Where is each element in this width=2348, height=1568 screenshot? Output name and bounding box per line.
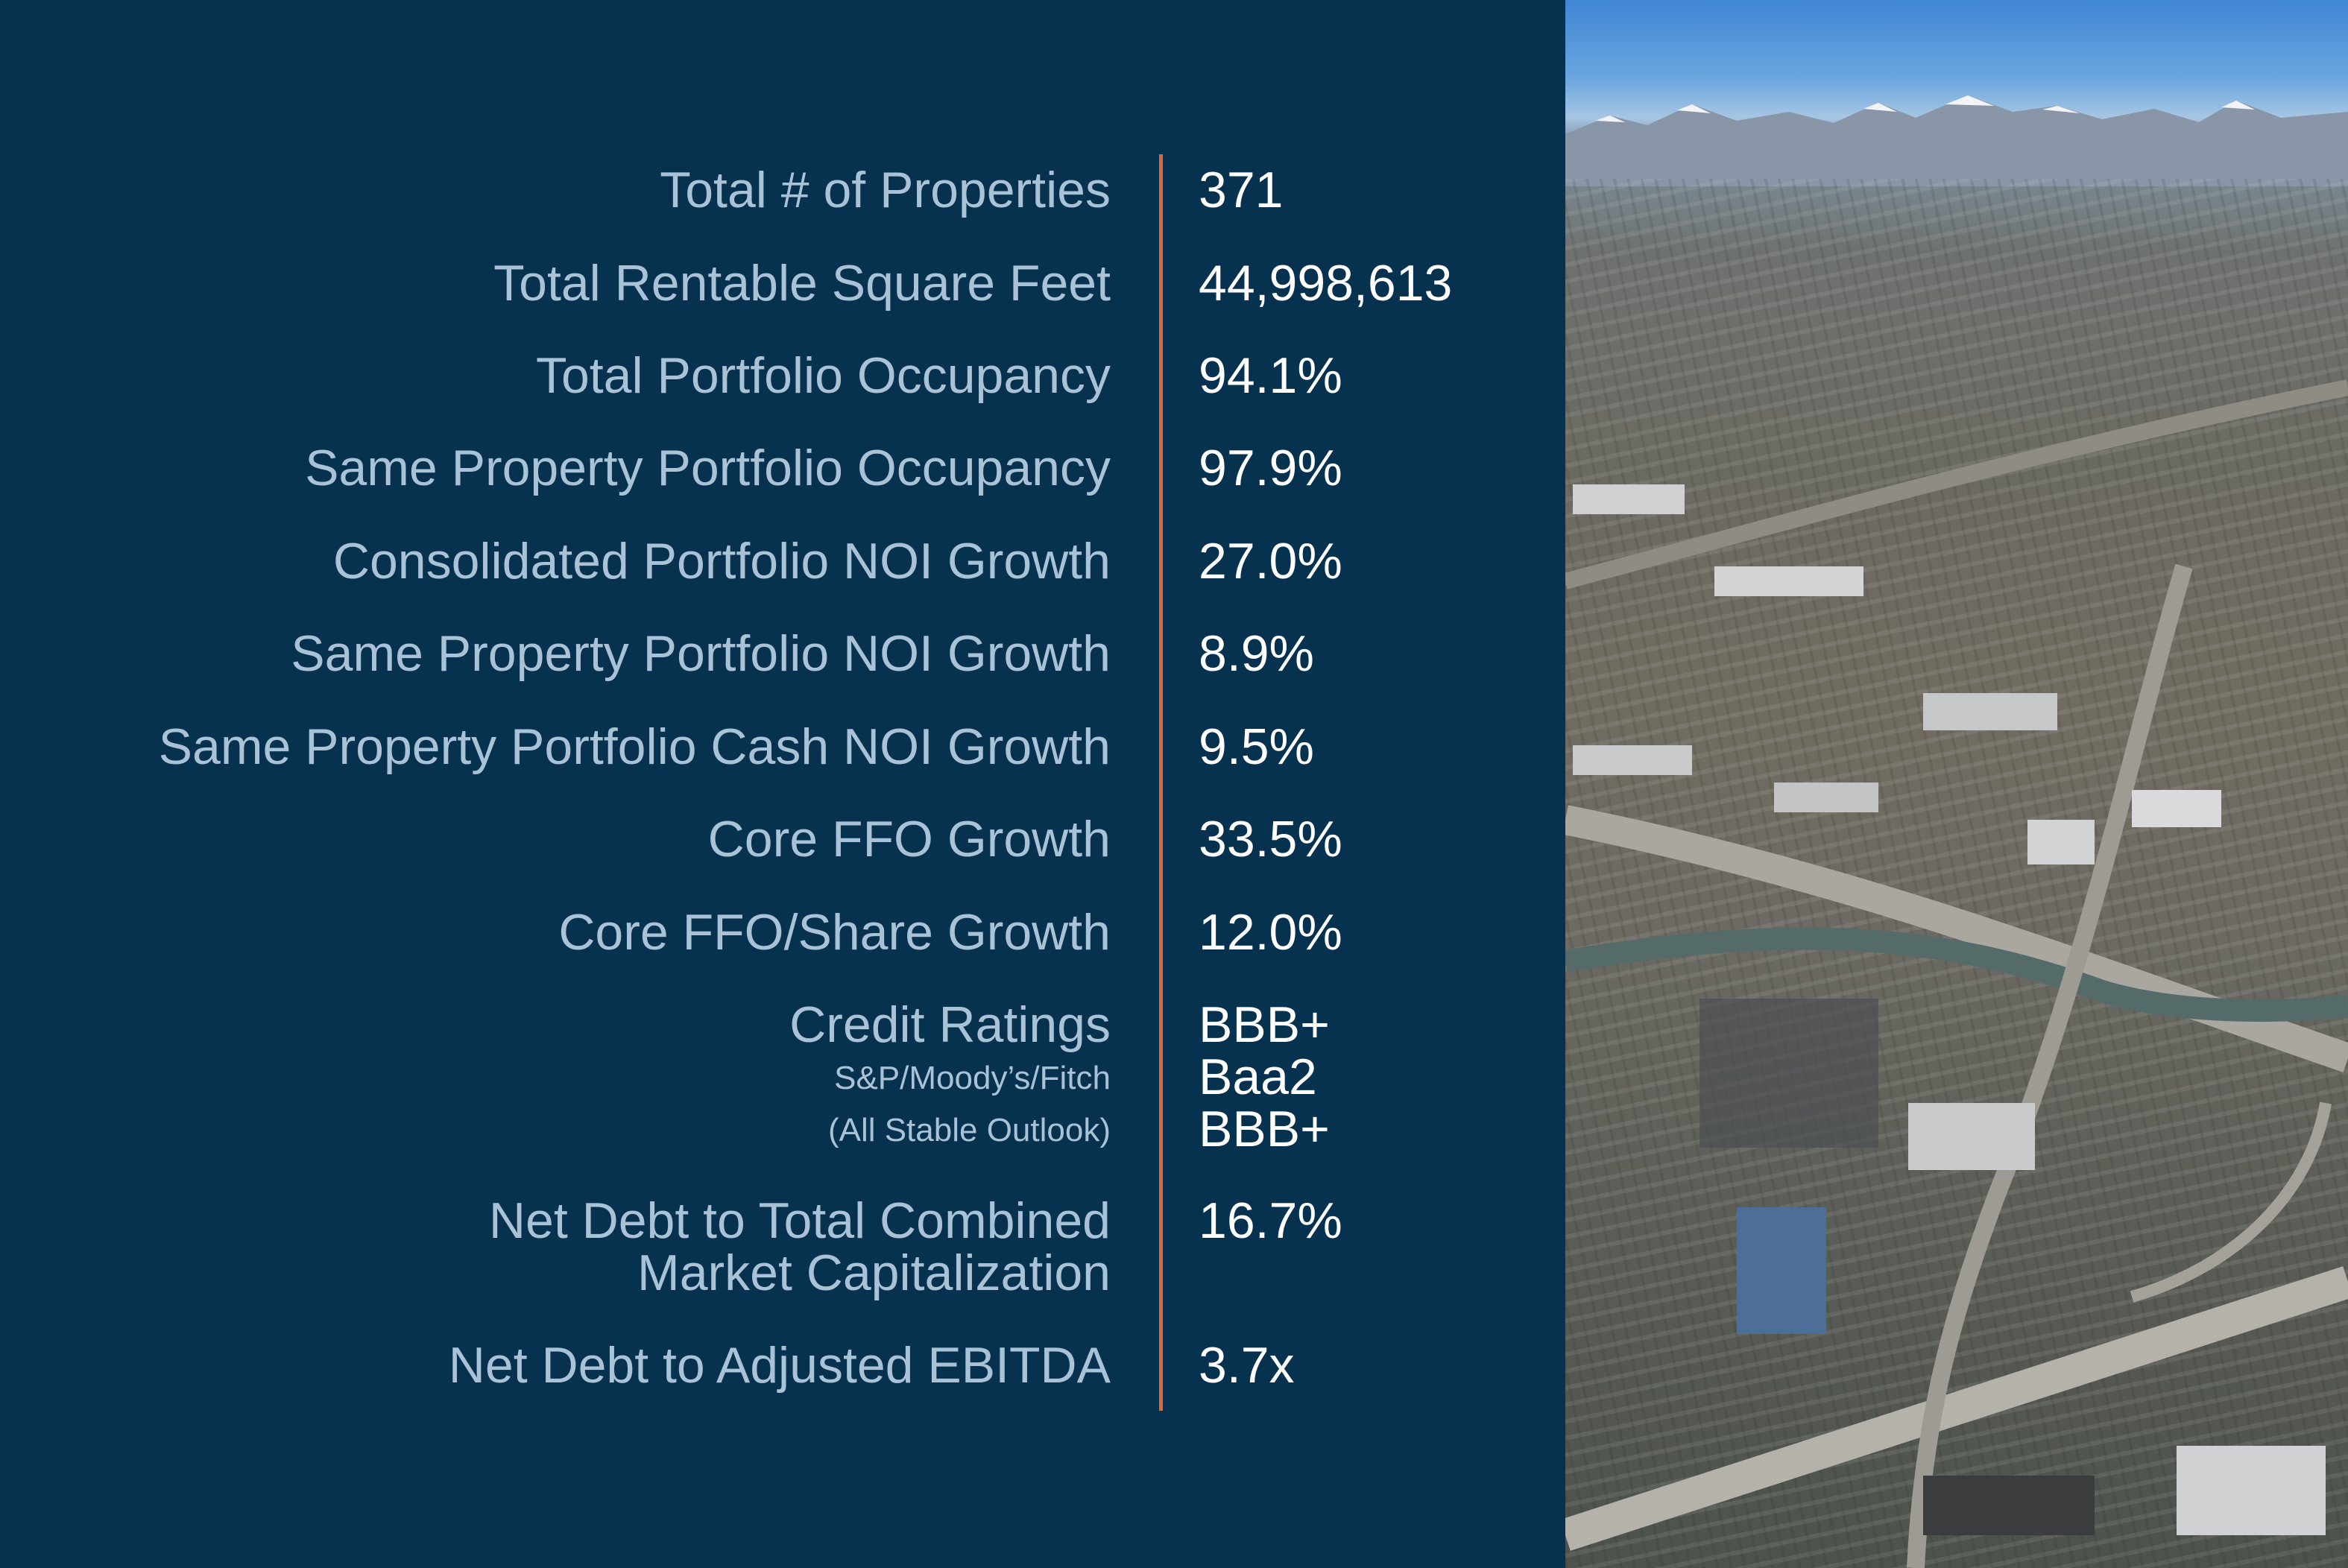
freeways-graphic <box>1565 379 2348 1568</box>
stat-label: Core FFO/Share Growth <box>558 904 1111 961</box>
stat-label: Consolidated Portfolio NOI Growth <box>332 533 1111 589</box>
stat-value: 27.0% <box>1199 533 1342 589</box>
stat-value: 94.1% <box>1199 347 1342 404</box>
net-debt-cap-label-line1: Net Debt to Total Combined <box>488 1192 1111 1249</box>
stat-value: 97.9% <box>1199 440 1342 496</box>
stat-label: Total Rentable Square Feet <box>493 255 1111 312</box>
credit-rating-moodys: Baa2 <box>1199 1049 1317 1105</box>
stat-label: Total Portfolio Occupancy <box>535 347 1111 404</box>
net-debt-ebitda-value: 3.7x <box>1199 1337 1295 1394</box>
credit-outlook-label: (All Stable Outlook) <box>827 1112 1111 1148</box>
stat-value: 9.5% <box>1199 718 1314 775</box>
mountains-graphic <box>1565 95 2348 186</box>
credit-agencies-label: S&P/Moody’s/Fitch <box>834 1060 1111 1096</box>
stat-value: 12.0% <box>1199 904 1342 961</box>
net-debt-ebitda-label: Net Debt to Adjusted EBITDA <box>448 1337 1111 1394</box>
stat-value: 371 <box>1199 162 1284 218</box>
stat-label: Core FFO Growth <box>707 811 1111 867</box>
stats-panel: Total # of Properties 371 Total Rentable… <box>158 154 1453 1411</box>
stat-label: Same Property Portfolio Occupancy <box>305 440 1111 496</box>
net-debt-cap-value: 16.7% <box>1199 1192 1342 1249</box>
stat-value: 33.5% <box>1199 811 1342 867</box>
net-debt-cap-label-line2: Market Capitalization <box>637 1245 1111 1301</box>
stat-label: Same Property Portfolio NOI Growth <box>291 625 1111 682</box>
aerial-photo <box>1565 0 2348 1568</box>
credit-ratings-label: Credit Ratings <box>789 996 1111 1053</box>
stat-label: Total # of Properties <box>660 162 1111 218</box>
stat-label: Same Property Portfolio Cash NOI Growth <box>158 718 1111 775</box>
divider-line <box>1159 154 1163 1411</box>
credit-rating-fitch: BBB+ <box>1199 1101 1330 1157</box>
credit-rating-sp: BBB+ <box>1199 996 1330 1053</box>
stat-value: 44,998,613 <box>1199 255 1453 312</box>
stat-value: 8.9% <box>1199 625 1314 682</box>
